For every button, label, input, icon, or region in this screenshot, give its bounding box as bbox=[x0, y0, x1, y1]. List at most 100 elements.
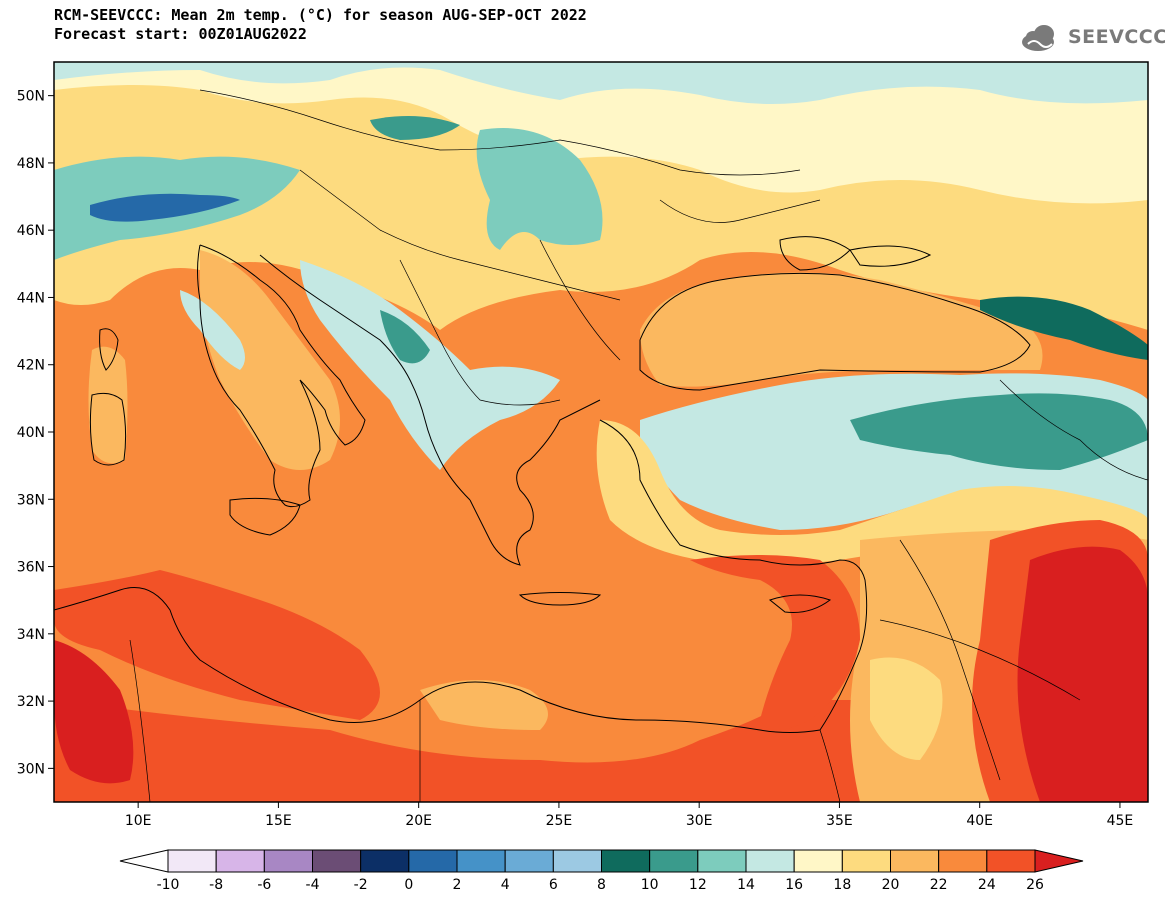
latitude-axis: 30N 32N 34N 36N 38N 40N 42N 44N 46N 48N 50N bbox=[17, 89, 54, 777]
border-line bbox=[129, 639, 151, 802]
colorbar-label: -4 bbox=[306, 877, 320, 893]
colorbar-label: 14 bbox=[737, 877, 755, 893]
coastline-north-africa bbox=[54, 587, 761, 731]
colorbar: -10 -8 -6 -4 -2 0 2 4 6 8 10 12 14 16 18 20 22 24 26 bbox=[119, 849, 1084, 893]
colorbar-swatch bbox=[408, 849, 458, 873]
lat-tick-label: 44N bbox=[17, 290, 45, 306]
colorbar-swatch bbox=[312, 849, 362, 873]
lon-tick-label: 15E bbox=[265, 813, 292, 829]
colorbar-label: 12 bbox=[689, 877, 707, 893]
field-levant bbox=[690, 555, 860, 730]
field-anatolia-east bbox=[850, 393, 1148, 470]
field-italy bbox=[200, 250, 340, 470]
lat-tick-label: 46N bbox=[17, 223, 45, 239]
border-line bbox=[819, 729, 841, 802]
lat-tick-label: 32N bbox=[17, 694, 45, 710]
colorbar-label: -10 bbox=[157, 877, 180, 893]
lon-tick-label: 45E bbox=[1107, 813, 1134, 829]
colorbar-swatch bbox=[745, 849, 795, 873]
colorbar-swatch bbox=[263, 849, 314, 873]
border-line bbox=[659, 199, 821, 223]
border-line bbox=[399, 259, 561, 406]
field-south-anatolia-coast bbox=[596, 420, 1148, 565]
cloud-icon bbox=[1022, 25, 1054, 51]
colorbar-label: 26 bbox=[1026, 877, 1044, 893]
coastline-black-sea bbox=[639, 272, 1031, 391]
field-alps-core bbox=[90, 193, 240, 222]
colorbar-swatch bbox=[649, 849, 699, 873]
colorbar-swatch bbox=[890, 849, 940, 873]
colorbar-label: 6 bbox=[549, 877, 558, 893]
lon-tick-label: 30E bbox=[686, 813, 713, 829]
lat-tick-label: 48N bbox=[17, 156, 45, 172]
colorbar-label: 22 bbox=[930, 877, 948, 893]
colorbar-label: -6 bbox=[257, 877, 271, 893]
field-sardinia bbox=[88, 346, 128, 464]
coastline-crimea bbox=[779, 236, 851, 271]
colorbar-label: 18 bbox=[833, 877, 851, 893]
colorbar-swatch bbox=[215, 849, 265, 873]
colorbar-swatch bbox=[986, 849, 1036, 873]
coastline-italy bbox=[197, 244, 366, 508]
coastline-turkey-south bbox=[599, 419, 868, 733]
colorbar-label: 24 bbox=[978, 877, 996, 893]
field-black-sea bbox=[640, 272, 1043, 387]
border-line bbox=[539, 239, 621, 361]
country-borders bbox=[129, 89, 1148, 802]
lat-tick-label: 34N bbox=[17, 627, 45, 643]
colorbar-swatch bbox=[938, 849, 988, 873]
colorbar-swatch bbox=[841, 849, 891, 873]
coastline-crete bbox=[518, 592, 602, 606]
colorbar-label: -2 bbox=[354, 877, 368, 893]
field-dinarides bbox=[380, 310, 430, 364]
field-apennines bbox=[180, 290, 245, 370]
coastline-adriatic bbox=[259, 254, 471, 501]
coastlines bbox=[54, 236, 1031, 733]
field-north-cyan bbox=[54, 62, 1148, 104]
coastline-greece bbox=[469, 399, 601, 566]
lat-tick-label: 36N bbox=[17, 560, 45, 576]
colorbar-label: 8 bbox=[597, 877, 606, 893]
field-tunisia-algeria bbox=[54, 640, 134, 784]
colorbar-label: 2 bbox=[453, 877, 462, 893]
colorbar-swatch bbox=[456, 849, 506, 873]
logo-text: SEEVCCC bbox=[1068, 26, 1165, 48]
map-title: RCM-SEEVCCC: Mean 2m temp. (°C) for seas… bbox=[54, 6, 587, 24]
lat-tick-label: 42N bbox=[17, 358, 45, 374]
colorbar-label: 0 bbox=[404, 877, 413, 893]
map-field bbox=[54, 62, 1148, 802]
border-line bbox=[879, 619, 1081, 701]
lon-tick-label: 25E bbox=[546, 813, 573, 829]
lat-tick-label: 50N bbox=[17, 89, 45, 105]
coastline-azov bbox=[849, 245, 932, 267]
colorbar-swatch bbox=[552, 849, 602, 873]
lat-tick-label: 30N bbox=[17, 761, 45, 777]
coastline-sicily bbox=[229, 497, 301, 536]
colorbar-label: -8 bbox=[209, 877, 223, 893]
lon-tick-label: 40E bbox=[966, 813, 993, 829]
border-line bbox=[299, 169, 621, 301]
field-carpathians bbox=[476, 128, 603, 250]
colorbar-label: 4 bbox=[501, 877, 510, 893]
colorbar-label: 20 bbox=[882, 877, 900, 893]
colorbar-label: 10 bbox=[641, 877, 659, 893]
lat-tick-label: 40N bbox=[17, 425, 45, 441]
forecast-start-label: Forecast start: 00Z01AUG2022 bbox=[54, 25, 307, 43]
colorbar-label: 16 bbox=[785, 877, 803, 893]
lon-tick-label: 20E bbox=[405, 813, 432, 829]
colorbar-swatch bbox=[360, 849, 410, 873]
field-carpathians-west bbox=[370, 116, 460, 140]
lat-tick-label: 38N bbox=[17, 492, 45, 508]
colorbar-swatch bbox=[601, 849, 651, 873]
border-line bbox=[899, 539, 1001, 781]
longitude-axis: 10E 15E 20E 25E 30E 35E 40E 45E bbox=[125, 802, 1133, 829]
colorbar-under-triangle bbox=[119, 849, 169, 873]
border-line bbox=[199, 89, 801, 176]
colorbar-over-triangle bbox=[1034, 849, 1084, 873]
field-caucasus bbox=[980, 296, 1148, 360]
field-balkans bbox=[300, 260, 560, 470]
field-north-pale bbox=[54, 62, 1148, 204]
coastline-corsica bbox=[99, 328, 119, 371]
coastline-sardinia bbox=[89, 392, 127, 466]
